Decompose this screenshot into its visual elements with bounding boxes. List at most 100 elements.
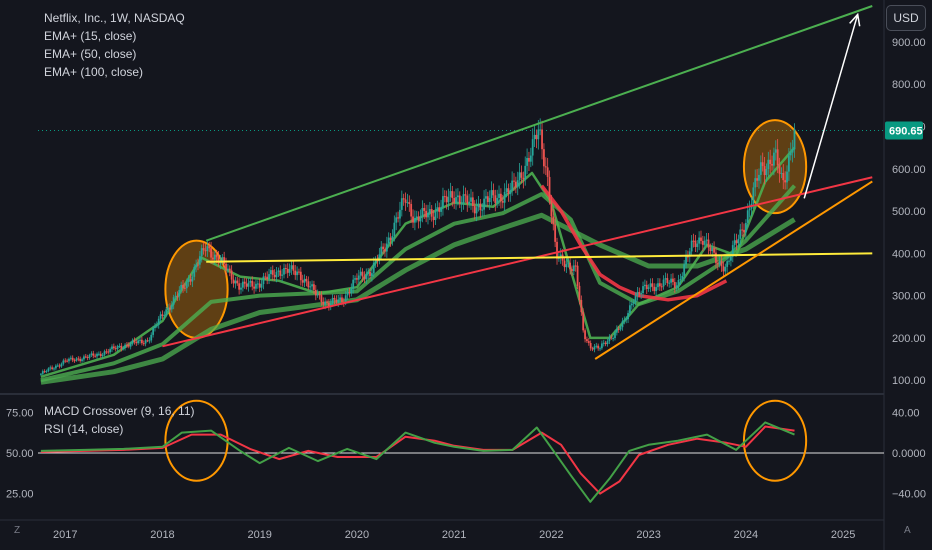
candle-body <box>535 134 538 140</box>
candle-body <box>552 216 555 225</box>
candle-body <box>58 365 61 367</box>
candle-body <box>731 245 734 257</box>
candle-body <box>756 178 758 181</box>
candle-body <box>415 216 418 219</box>
candle-body <box>458 195 461 204</box>
candle-body <box>612 338 615 340</box>
candle-body <box>322 301 325 305</box>
ema-15-label[interactable]: EMA+ (15, close) <box>44 29 137 43</box>
time-axis[interactable]: 2017 2018 2019 2020 2021 2022 2023 2024 2025 <box>53 529 855 541</box>
candle-body <box>595 345 598 347</box>
candle-body <box>698 237 701 244</box>
ema-50-label[interactable]: EMA+ (50, close) <box>44 47 137 61</box>
indicator-right-tick: −40.00 <box>892 489 926 501</box>
candle-body <box>71 357 74 361</box>
ema-line <box>40 212 796 385</box>
candle-body <box>707 239 710 248</box>
candle-body <box>370 273 373 276</box>
candle-body <box>722 266 725 272</box>
candle-body <box>77 358 80 360</box>
candle-body <box>761 162 764 167</box>
candle-body <box>283 267 285 275</box>
candle-body <box>664 278 667 280</box>
candle-body <box>769 159 772 164</box>
currency-button[interactable]: USD <box>886 5 926 31</box>
candle-body <box>195 264 198 267</box>
candle-body <box>423 207 426 211</box>
candle-body <box>451 191 454 199</box>
candle-body <box>271 270 274 275</box>
candle-body <box>155 325 158 327</box>
candle-body <box>204 250 207 252</box>
indicator-right-tick: 0.0000 <box>892 448 926 460</box>
candle-body <box>606 341 609 345</box>
candle-body <box>286 268 289 273</box>
timezone-icon[interactable]: Z <box>14 525 21 536</box>
candle-body <box>774 149 777 153</box>
candle-body <box>457 195 459 198</box>
candle-body <box>773 152 775 166</box>
candle-body <box>391 235 394 241</box>
candle-body <box>430 209 433 217</box>
candle-body <box>531 139 534 156</box>
candle-body <box>524 165 527 180</box>
candle-body <box>550 200 553 217</box>
candle-body <box>513 180 515 182</box>
rsi-label[interactable]: RSI (14, close) <box>44 422 124 436</box>
candle-body <box>47 368 50 372</box>
candle-body <box>200 248 203 257</box>
candle-body <box>455 197 457 203</box>
candle-body <box>477 203 480 208</box>
trend-lines[interactable] <box>162 5 873 360</box>
candle-body <box>96 353 98 357</box>
candle-body <box>169 307 171 310</box>
time-tick-label: 2017 <box>53 529 77 541</box>
candle-body <box>649 283 652 288</box>
candle-body <box>668 282 671 284</box>
candle-body <box>103 351 106 355</box>
ema-100-label[interactable]: EMA+ (100, close) <box>44 65 144 79</box>
candle-body <box>715 252 717 264</box>
candle-body <box>653 286 656 292</box>
indicator-left-tick: 25.00 <box>6 489 34 501</box>
candle-body <box>157 318 160 326</box>
candle-body <box>471 197 474 206</box>
candle-body <box>301 280 304 283</box>
price-axis[interactable]: 900.00800.00700.00600.00500.00400.00300.… <box>885 37 926 387</box>
candle-body <box>234 280 237 284</box>
candle-body <box>498 193 500 198</box>
candle-body <box>600 343 603 349</box>
candle-body <box>505 188 508 192</box>
candle-body <box>580 300 583 313</box>
candle-body <box>780 173 783 175</box>
candle-body <box>658 283 661 287</box>
candle-body <box>700 237 702 241</box>
candle-body <box>571 269 573 272</box>
candle-body <box>503 191 506 203</box>
indicator-right-tick: 40.00 <box>892 407 920 419</box>
candle-body <box>554 224 557 242</box>
candle-body <box>159 314 162 319</box>
candle-body <box>739 229 742 239</box>
candle-body <box>642 286 644 294</box>
symbol-title[interactable]: Netflix, Inc., 1W, NASDAQ <box>44 11 185 25</box>
candle-body <box>135 341 138 344</box>
candle-body <box>782 173 785 181</box>
candle-body <box>279 270 282 276</box>
auto-scale-icon[interactable]: A <box>904 525 911 536</box>
candle-body <box>574 265 577 267</box>
candle-body <box>636 291 639 297</box>
candle-body <box>182 284 184 288</box>
candle-body <box>311 284 313 287</box>
macd-label[interactable]: MACD Crossover (9, 16, 11) <box>44 404 195 418</box>
candle-body <box>193 266 196 277</box>
candle-body <box>228 268 231 271</box>
price-tick-label: 500.00 <box>892 206 926 218</box>
candle-body <box>372 262 375 274</box>
price-tick-label: 400.00 <box>892 248 926 260</box>
candle-body <box>591 348 594 350</box>
candle-body <box>275 271 278 278</box>
candle-body <box>273 274 276 278</box>
candle-body <box>329 303 332 307</box>
